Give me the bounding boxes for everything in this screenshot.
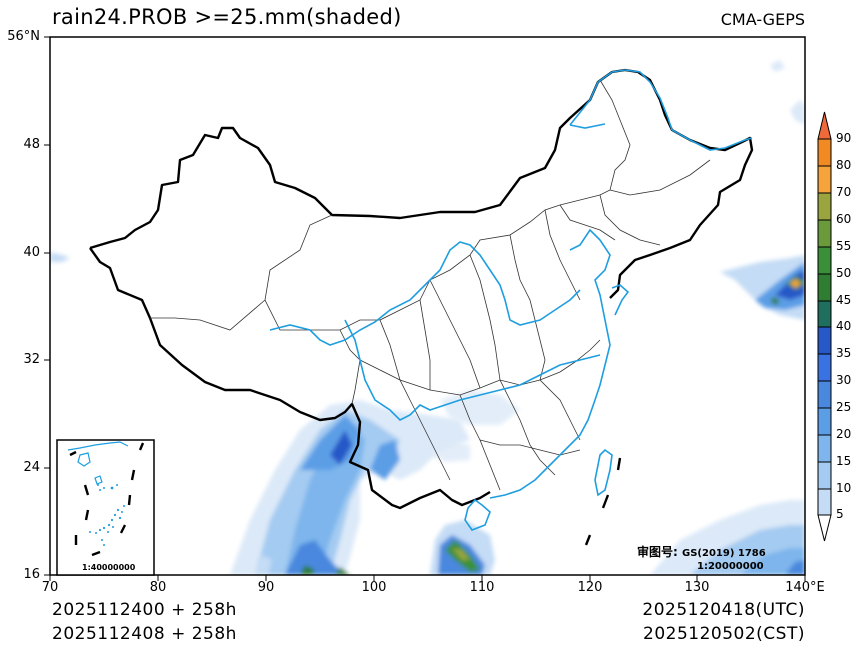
x-tick-120: 120 [577, 580, 603, 595]
approval-code: GS(2019) 1786 [682, 548, 766, 559]
model-source-label: CMA-GEPS [720, 10, 805, 29]
x-tick-90: 90 [257, 580, 275, 595]
colorbar-label-30: 30 [836, 373, 852, 387]
main-map-scale: 1:20000000 [697, 561, 764, 572]
y-axis-ticks [44, 36, 50, 576]
y-tick-48: 48 [23, 137, 40, 152]
colorbar-label-35: 35 [836, 346, 852, 360]
inset-map-scale: 1:40000000 [82, 563, 136, 572]
x-tick-80: 80 [149, 580, 167, 595]
chart-title: rain24.PROB >=25.mm(shaded) [52, 5, 402, 29]
colorbar-label-70: 70 [836, 185, 852, 199]
provincial-boundaries [150, 79, 711, 491]
init-time-cst: 2025112408 + 258h [52, 624, 237, 644]
x-tick-130: 130 [684, 580, 710, 595]
approval-label: 审图号: [637, 545, 678, 559]
colorbar-label-80: 80 [836, 158, 852, 172]
y-tick-24: 24 [23, 460, 40, 475]
colorbar-label-40: 40 [836, 319, 852, 333]
x-tick-100: 100 [361, 580, 387, 595]
colorbar-label-55: 55 [836, 239, 852, 253]
x-tick-70: 70 [41, 580, 59, 595]
y-tick-40: 40 [23, 245, 40, 260]
x-axis-ticks [49, 575, 806, 581]
map-approval-number: 审图号: GS(2019) 1786 [637, 543, 766, 560]
colorbar-label-50: 50 [836, 266, 852, 280]
valid-time-cst: 2025120502(CST) [643, 624, 805, 644]
colorbar-label-15: 15 [836, 454, 852, 468]
probability-shading [50, 60, 805, 575]
colorbar-label-20: 20 [836, 427, 852, 441]
maritime-dash-lines [584, 457, 622, 546]
y-tick-16: 16 [23, 567, 40, 582]
plot-frame [49, 36, 806, 576]
rivers-coastline [269, 69, 753, 531]
south-china-sea-inset [56, 439, 155, 576]
colorbar-label-90: 90 [836, 131, 852, 145]
colorbar-label-45: 45 [836, 293, 852, 307]
init-time-utc: 2025112400 + 258h [52, 600, 237, 620]
x-tick-110: 110 [469, 580, 495, 595]
colorbar-label-10: 10 [836, 481, 852, 495]
x-tick-140: 140°E [785, 580, 825, 595]
valid-time-utc: 2025120418(UTC) [642, 600, 805, 620]
colorbar-label-25: 25 [836, 400, 852, 414]
colorbar-label-60: 60 [836, 212, 852, 226]
colorbar-label-5: 5 [836, 507, 844, 521]
national-boundary [89, 68, 754, 510]
y-tick-32: 32 [23, 352, 40, 367]
y-tick-56: 56°N [7, 29, 40, 44]
colorbar [817, 111, 832, 542]
inset-islands [89, 484, 125, 546]
